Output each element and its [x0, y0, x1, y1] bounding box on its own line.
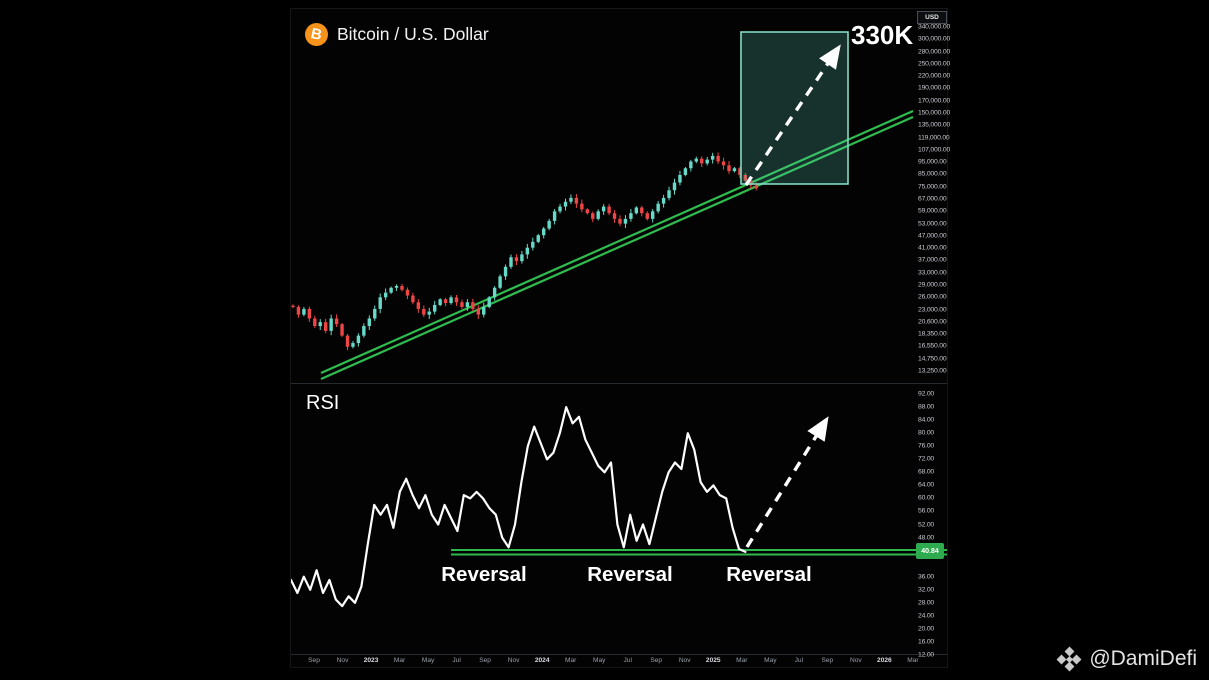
- price-target-annotation[interactable]: 330K: [851, 20, 914, 50]
- price-axis-tick: 67,000.00: [918, 195, 947, 203]
- reversal-annotation-1[interactable]: Reversal: [441, 563, 527, 586]
- time-axis-tick: 2025: [705, 657, 721, 664]
- time-axis-tick: May: [421, 657, 435, 664]
- rsi-value-badge: 40.84: [916, 543, 944, 559]
- price-axis-tick: 33,000.00: [918, 269, 947, 277]
- time-axis-tick: 2024: [534, 657, 550, 664]
- rsi-axis-tick: 84.00: [918, 416, 935, 424]
- price-axis-tick: 170,000.00: [918, 97, 951, 105]
- chart-window: B Bitcoin / U.S. Dollar 330K USD 340,000…: [290, 8, 951, 668]
- price-axis-tick: 23,000.00: [918, 306, 947, 314]
- price-axis-tick: 220,000.00: [918, 72, 951, 80]
- reversal-annotation-3[interactable]: Reversal: [726, 563, 812, 586]
- watermark: @DamiDefi: [1056, 646, 1197, 672]
- time-axis-tick: Sep: [479, 657, 491, 664]
- rsi-axis-tick: 16.00: [918, 638, 935, 646]
- rsi-axis-tick: 28.00: [918, 599, 935, 607]
- price-axis-tick: 16,550.00: [918, 342, 947, 350]
- price-chart-canvas[interactable]: [291, 9, 947, 383]
- price-axis-tick: 41,000.00: [918, 244, 947, 252]
- rsi-axis-tick: 48.00: [918, 534, 935, 542]
- trendline-upper: [320, 109, 914, 375]
- time-axis-tick: May: [592, 657, 606, 664]
- rsi-projection-arrow: [745, 416, 829, 548]
- time-axis-tick: Sep: [650, 657, 663, 664]
- binance-diamond-icon: [1056, 646, 1082, 672]
- time-axis-tick: Mar: [393, 657, 406, 664]
- rsi-axis-tick: 52.00: [918, 521, 935, 528]
- price-axis-tick: 18,350.00: [918, 330, 947, 338]
- rsi-axis-tick: 20.00: [918, 625, 935, 633]
- rsi-axis-tick: 80.00: [918, 429, 935, 437]
- rsi-axis-tick: 68.00: [918, 468, 935, 476]
- price-axis-tick: 190,000.00: [918, 84, 951, 92]
- time-axis-tick: Mar: [907, 657, 919, 664]
- rsi-axis-tick: 12.00: [918, 651, 935, 659]
- reversal-annotation-2[interactable]: Reversal: [587, 563, 673, 586]
- rsi-chart-canvas[interactable]: [291, 384, 947, 654]
- price-axis-tick: 14,750.00: [918, 355, 947, 363]
- time-axis-tick: 2023: [363, 657, 379, 664]
- projection-arrow: [744, 44, 841, 186]
- projection-box: [740, 31, 849, 185]
- symbol-title[interactable]: Bitcoin / U.S. Dollar: [337, 24, 489, 44]
- time-axis-tick: Jul: [623, 657, 632, 664]
- time-axis-tick: May: [764, 657, 777, 664]
- price-axis-tick: 340,000.00: [918, 23, 951, 31]
- price-axis[interactable]: USD 340,000.00 300,000.00 280,000.00 250,00…: [916, 9, 951, 383]
- price-axis-tick: 150,000.00: [918, 109, 951, 117]
- price-axis-tick: 95,000.00: [918, 158, 947, 166]
- rsi-axis-tick: 32.00: [918, 586, 935, 594]
- price-axis-tick: 135,000.00: [918, 121, 951, 129]
- rsi-axis[interactable]: 40.84 92.00 88.00 84.00 80.00 76.00 72.00 68.0…: [916, 384, 949, 659]
- price-axis-tick: 300,000.00: [918, 35, 951, 43]
- rsi-axis-tick: 88.00: [918, 403, 935, 411]
- time-axis-tick: Nov: [850, 657, 862, 664]
- trendline-lower: [320, 115, 914, 381]
- rsi-axis-tick: 36.00: [918, 573, 935, 581]
- price-axis-tick: 20,600.00: [918, 318, 947, 326]
- rsi-indicator-label[interactable]: RSI: [306, 392, 340, 414]
- time-axis-tick: Nov: [507, 657, 520, 664]
- rsi-axis-tick: 76.00: [918, 442, 935, 450]
- time-axis[interactable]: Sep Nov 2023 Mar May Jul Sep Nov 2024 Mar May Jul Se…: [291, 655, 947, 667]
- price-axis-tick: 37,000.00: [918, 256, 947, 264]
- price-axis-tick: 47,000.00: [918, 232, 947, 240]
- price-axis-tick: 280,000.00: [918, 48, 951, 56]
- rsi-axis-tick: 60.00: [918, 494, 935, 502]
- rsi-line: [291, 406, 747, 608]
- price-axis-tick: 53,000.00: [918, 220, 947, 228]
- time-axis-tick: Mar: [564, 657, 577, 664]
- rsi-axis-tick: 56.00: [918, 507, 935, 515]
- rsi-axis-tick: 92.00: [918, 390, 935, 398]
- rsi-axis-tick: 72.00: [918, 455, 935, 463]
- time-axis-tick: Jul: [452, 657, 461, 664]
- watermark-handle: @DamiDefi: [1089, 647, 1197, 670]
- price-axis-tick: 107,000.00: [918, 146, 951, 154]
- price-axis-tick: 250,000.00: [918, 60, 951, 68]
- time-axis-tick: Mar: [736, 657, 748, 664]
- price-axis-tick: 26,000.00: [918, 293, 947, 301]
- price-axis-tick: 13,250.00: [918, 367, 947, 375]
- price-axis-tick: 75,000.00: [918, 183, 947, 191]
- time-axis-tick: Nov: [678, 657, 691, 664]
- bitcoin-logo-icon: B: [305, 23, 328, 46]
- price-axis-tick: 85,000.00: [918, 170, 947, 178]
- time-axis-tick: Nov: [336, 657, 349, 664]
- time-axis-tick: Sep: [308, 657, 320, 664]
- rsi-axis-tick: 64.00: [918, 481, 935, 489]
- rsi-axis-tick: 24.00: [918, 612, 935, 620]
- currency-toggle[interactable]: USD: [917, 11, 947, 24]
- price-axis-tick: 59,000.00: [918, 207, 947, 215]
- price-axis-tick: 29,000.00: [918, 281, 947, 289]
- time-axis-tick: Jul: [794, 657, 804, 664]
- price-axis-tick: 119,000.00: [918, 134, 950, 142]
- symbol-header[interactable]: B Bitcoin / U.S. Dollar: [305, 23, 489, 46]
- price-pane[interactable]: B Bitcoin / U.S. Dollar 330K USD 340,000…: [291, 9, 951, 384]
- time-axis-tick: Sep: [821, 657, 834, 664]
- rsi-pane[interactable]: RSI Reversal Reversal Reversal 40.84 92.…: [291, 384, 949, 659]
- time-axis-tick: 2026: [877, 657, 892, 664]
